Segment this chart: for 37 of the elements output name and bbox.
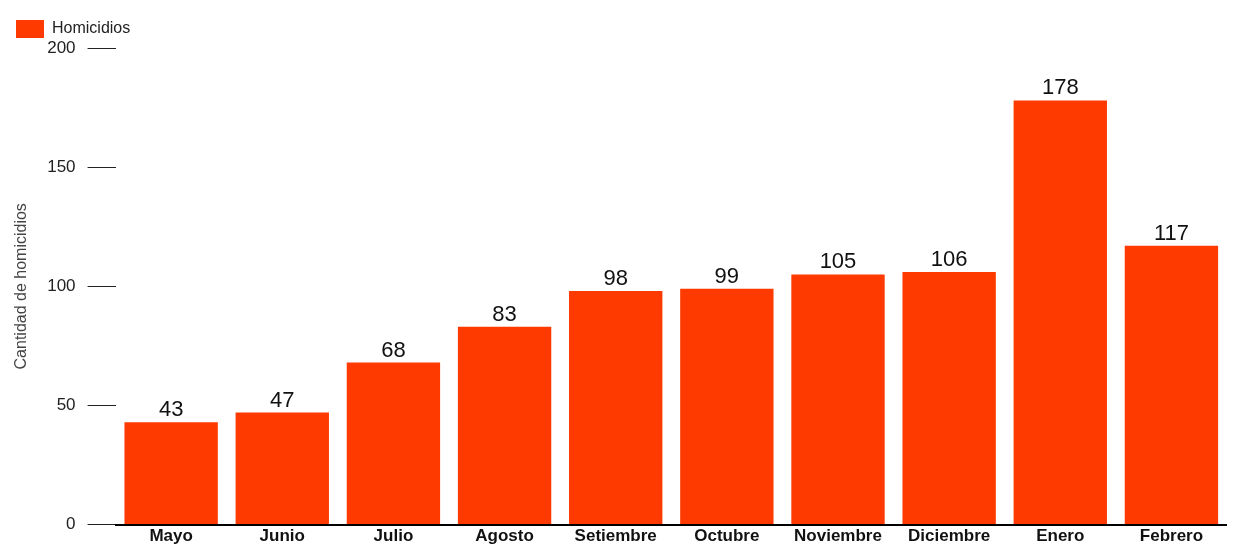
data-label: 99 (714, 262, 740, 288)
bar (791, 274, 885, 525)
data-label: 43 (158, 396, 184, 422)
legend-label: Homicidios (52, 19, 131, 37)
data-label: 47 (270, 386, 295, 412)
x-tick-label: Noviembre (794, 526, 882, 546)
data-label: 117 (1153, 219, 1189, 245)
y-axis-title: Cantidad de homicidios (12, 203, 30, 370)
x-tick-label: Setiembre (574, 526, 657, 546)
x-tick-label: Octubre (694, 526, 760, 546)
y-tick-label: 0 (66, 514, 76, 534)
x-tick-label: Mayo (149, 526, 193, 546)
bar (457, 326, 552, 525)
y-tick-label: 150 (47, 156, 76, 176)
bar (124, 422, 218, 525)
y-tick-label: 100 (47, 275, 76, 295)
x-tick-label: Julio (373, 526, 414, 546)
x-tick-label: Febrero (1139, 526, 1204, 546)
x-tick-label: Enero (1036, 526, 1085, 546)
data-label: 68 (381, 336, 406, 362)
data-label: 106 (930, 246, 968, 272)
x-tick-label: Junio (259, 526, 305, 546)
bar (235, 412, 329, 525)
y-tick-label: 50 (56, 395, 76, 415)
bar (680, 288, 774, 525)
x-tick-label: Agosto (475, 526, 534, 546)
data-label: 98 (603, 265, 628, 291)
bar (902, 272, 996, 525)
x-tick-label: Diciembre (908, 526, 991, 546)
bar (569, 291, 663, 525)
bar (1013, 100, 1107, 525)
y-tick-label: 200 (47, 37, 76, 57)
bar (346, 362, 441, 525)
data-label: 83 (492, 300, 517, 326)
data-label: 105 (819, 248, 857, 274)
bar (1124, 245, 1219, 525)
data-label: 178 (1041, 74, 1079, 100)
